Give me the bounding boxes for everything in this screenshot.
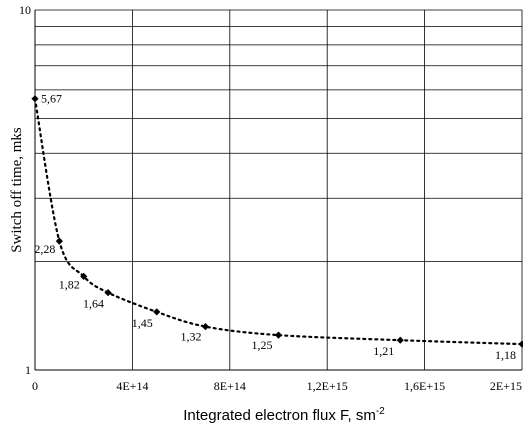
data-label: 1,25: [252, 338, 273, 352]
data-label: 1,18: [495, 348, 516, 362]
plot-frame: [34, 10, 522, 371]
data-point: [80, 272, 88, 280]
data-point: [55, 237, 63, 245]
data-point: [153, 308, 161, 316]
x-tick-label: 1,6E+15: [404, 379, 445, 393]
x-tick-labels: 0 4E+14 8E+14 1,2E+15 1,6E+15 2E+15: [32, 379, 522, 393]
data-label: 1,64: [83, 297, 104, 311]
x-axis-label-superscript: -2: [376, 406, 385, 417]
x-tick-label: 4E+14: [116, 379, 148, 393]
data-points: [31, 95, 523, 348]
x-tick-label: 2E+15: [490, 379, 522, 393]
data-point: [104, 289, 112, 297]
data-point: [201, 322, 210, 331]
data-label: 2,28: [34, 242, 55, 256]
y-tick-label: 10: [19, 3, 31, 17]
data-point: [396, 336, 404, 344]
data-point: [274, 331, 283, 339]
x-tick-label: 8E+14: [214, 379, 246, 393]
grid: [34, 9, 523, 371]
data-label: 1,45: [132, 316, 153, 330]
data-label: 1,21: [373, 344, 394, 358]
data-label: 5,67: [41, 92, 62, 106]
data-label: 1,32: [180, 330, 201, 344]
data-labels: 5,67 2,28 1,821,64 1,45 1,32 1,25 1,21 1,18: [34, 92, 516, 362]
x-axis-label: Integrated electron flux F, sm-2: [183, 406, 385, 424]
data-point: [518, 340, 523, 348]
x-tick-label: 1,2E+15: [307, 379, 348, 393]
y-tick-label: 1: [25, 363, 31, 377]
data-label: 1,82: [59, 277, 80, 291]
y-axis-label: Switch off time, mks: [9, 127, 25, 253]
x-axis-label-text: Integrated electron flux F, sm: [183, 407, 376, 424]
series-line: [33, 97, 523, 346]
x-tick-label: 0: [32, 379, 38, 393]
data-point: [31, 95, 39, 103]
y-tick-labels: 1 10: [19, 3, 31, 377]
